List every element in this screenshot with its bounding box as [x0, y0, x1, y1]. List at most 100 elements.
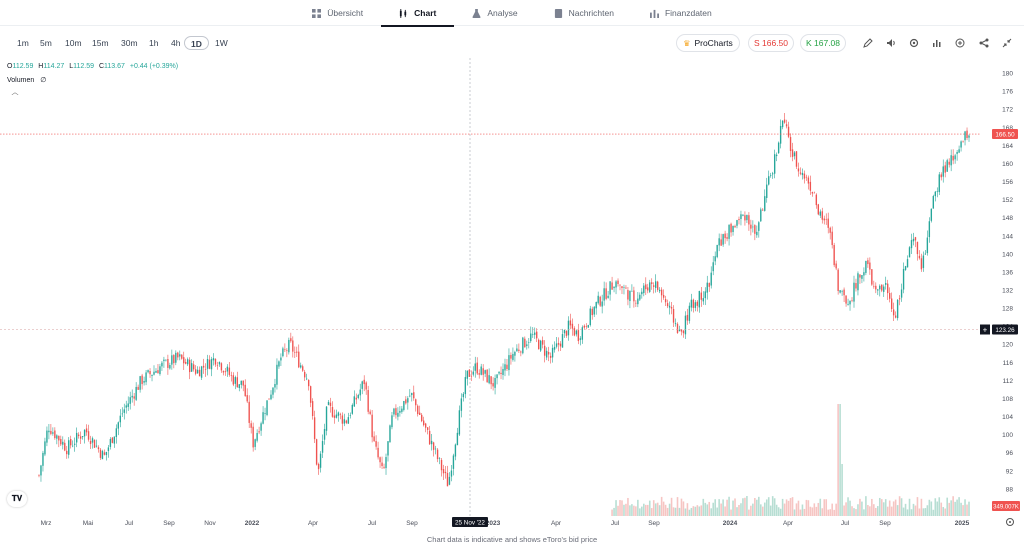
- volume-bar: [946, 497, 948, 516]
- candle-body: [224, 371, 227, 373]
- volume-bar: [646, 504, 649, 516]
- collapse-legend-button[interactable]: ︿: [9, 87, 21, 99]
- timeframe-1h[interactable]: 1h: [149, 38, 159, 48]
- candle-body: [760, 209, 762, 222]
- candle-body: [464, 377, 467, 395]
- candle-body: [198, 369, 201, 377]
- pencil-icon[interactable]: [863, 38, 873, 48]
- candle-body: [956, 152, 958, 154]
- candle-body: [539, 340, 542, 351]
- tab-bar-chart[interactable]: Finanzdaten: [632, 0, 730, 26]
- candle-body: [770, 174, 772, 176]
- volume-bar: [896, 505, 899, 516]
- timeframe-1m[interactable]: 1m: [17, 38, 29, 48]
- candle-body: [363, 379, 365, 385]
- timeframe-15m[interactable]: 15m: [92, 38, 109, 48]
- volume-bar: [938, 497, 941, 516]
- candle-body: [688, 305, 691, 321]
- candle-body: [397, 412, 399, 417]
- candle-body: [157, 370, 159, 374]
- candle-body: [926, 237, 929, 254]
- volume-bar: [918, 508, 921, 516]
- y-tick-label: 156: [1002, 179, 1013, 186]
- procharts-button[interactable]: ♛ ProCharts: [676, 34, 740, 52]
- volume-bar: [769, 505, 772, 516]
- sound-icon[interactable]: [886, 38, 896, 48]
- candle-body: [678, 329, 681, 332]
- candle-body: [684, 315, 687, 335]
- candle-body: [885, 283, 887, 285]
- volume-bar: [702, 498, 705, 516]
- candle-body: [524, 338, 526, 348]
- volume-bar: [886, 506, 889, 516]
- candle-body: [823, 218, 825, 221]
- timeframe-5m[interactable]: 5m: [40, 38, 52, 48]
- candle-body: [849, 300, 851, 305]
- timeframe-10m[interactable]: 10m: [65, 38, 82, 48]
- candle-body: [660, 289, 663, 296]
- collapse-arrows-icon[interactable]: [1002, 38, 1012, 48]
- candle-body: [656, 281, 659, 290]
- tab-flask[interactable]: Analyse: [454, 0, 535, 26]
- candle-body: [543, 345, 546, 356]
- tradingview-logo[interactable]: 𝐓𝐕: [7, 491, 27, 507]
- price-chart[interactable]: 8488929610010410811211612012412813213614…: [0, 58, 1024, 534]
- add-alert-button[interactable]: [980, 324, 990, 335]
- volume-bar: [777, 507, 780, 516]
- settings-icon[interactable]: [909, 38, 919, 48]
- crosshair-price-label: 123.26: [995, 327, 1015, 334]
- candle-body: [682, 330, 685, 334]
- candle-body: [855, 283, 857, 289]
- candle-body: [413, 392, 415, 399]
- candle-body: [75, 432, 78, 443]
- candle-body: [702, 298, 704, 302]
- share-icon[interactable]: [979, 38, 989, 48]
- candle-body: [898, 298, 901, 300]
- timeframe-30m[interactable]: 30m: [121, 38, 138, 48]
- candle-body: [216, 365, 219, 367]
- candle-body: [452, 455, 455, 469]
- volume-bar: [773, 498, 776, 516]
- change-value: +0.44 (+0.39%): [129, 63, 179, 70]
- candle-body: [367, 390, 369, 412]
- candle-body: [569, 320, 572, 326]
- volume-bar: [688, 509, 691, 516]
- chart-settings-icon[interactable]: [1006, 518, 1014, 526]
- candle-body: [307, 379, 310, 387]
- volume-bar: [795, 503, 798, 516]
- volume-bar: [821, 508, 824, 516]
- candle-body: [64, 442, 66, 451]
- volume-bar: [845, 502, 847, 516]
- candle-body: [93, 439, 96, 448]
- candle-body: [744, 215, 746, 221]
- indicators-icon[interactable]: [932, 38, 942, 48]
- tab-newspaper[interactable]: Nachrichten: [536, 0, 632, 26]
- sell-button[interactable]: S 166.50: [748, 34, 794, 52]
- candle-body: [605, 288, 607, 299]
- candle-body: [419, 412, 421, 415]
- volume-bar: [892, 501, 895, 516]
- tab-label: Nachrichten: [568, 8, 614, 18]
- candle-body: [890, 298, 893, 310]
- add-icon[interactable]: [955, 38, 965, 48]
- volume-bar: [890, 506, 893, 516]
- volume-bar: [924, 508, 927, 516]
- volume-bar: [758, 496, 760, 516]
- tab-candlestick[interactable]: Chart: [381, 0, 455, 27]
- timeframe-1d[interactable]: 1D: [184, 36, 209, 50]
- timeframe-1w[interactable]: 1W: [215, 38, 228, 48]
- candle-body: [573, 328, 576, 336]
- y-tick-label: 176: [1002, 89, 1013, 96]
- buy-button[interactable]: K 167.08: [800, 34, 846, 52]
- candle-body: [440, 459, 443, 471]
- candle-body: [415, 399, 417, 406]
- volume-bar: [635, 506, 637, 516]
- candle-body: [803, 173, 806, 179]
- tab-grid[interactable]: Übersicht: [294, 0, 381, 26]
- candle-body: [934, 191, 936, 197]
- candle-body: [857, 273, 859, 291]
- timeframe-4h[interactable]: 4h: [171, 38, 181, 48]
- chart-area[interactable]: 8488929610010410811211612012412813213614…: [0, 58, 1024, 534]
- candle-body: [557, 342, 560, 345]
- volume-bar: [650, 508, 653, 516]
